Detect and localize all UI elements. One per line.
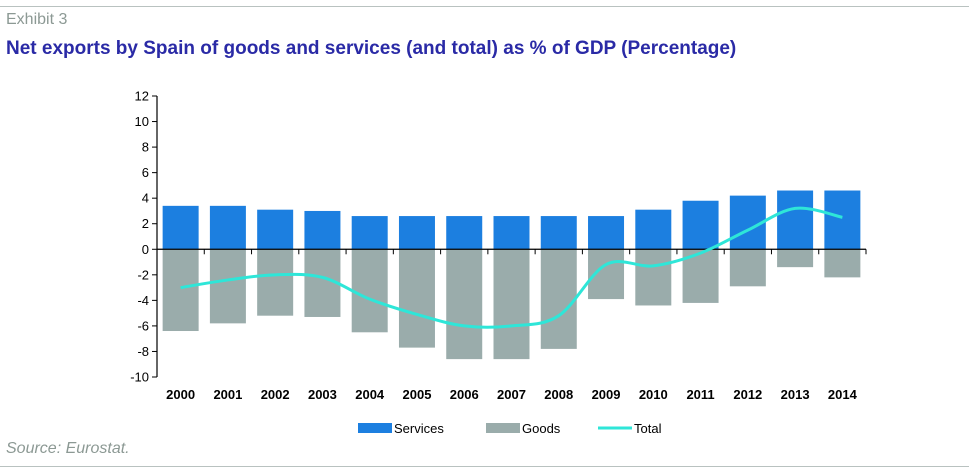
goods-bar	[351, 249, 388, 333]
source-note: Source: Eurostat.	[6, 440, 130, 457]
goods-bar	[540, 249, 577, 349]
legend-goods-swatch	[486, 423, 520, 433]
goods-bar	[162, 249, 199, 332]
y-tick-label: 8	[142, 140, 149, 155]
x-tick-label: 2000	[166, 387, 195, 402]
goods-bar	[824, 249, 861, 278]
y-tick-label: -4	[137, 293, 149, 308]
services-bar	[446, 216, 483, 250]
x-tick-label: 2005	[403, 387, 432, 402]
y-tick-label: 12	[135, 89, 149, 104]
goods-bar	[209, 249, 246, 324]
x-tick-label: 2009	[592, 387, 621, 402]
goods-bar	[398, 249, 435, 348]
x-tick-label: 2010	[639, 387, 668, 402]
services-bar	[398, 216, 435, 250]
services-bar	[162, 205, 199, 250]
goods-bar	[777, 249, 814, 268]
services-bar	[588, 216, 625, 250]
legend: Services Goods Total	[358, 421, 662, 436]
legend-services-swatch	[358, 423, 392, 433]
goods-series	[162, 249, 861, 360]
x-tick-label: 2004	[355, 387, 385, 402]
goods-bar	[257, 249, 294, 316]
services-bar	[257, 209, 294, 250]
services-bar	[493, 216, 530, 250]
services-bar	[777, 190, 814, 250]
y-tick-label: 10	[135, 114, 149, 129]
y-tick-label: 2	[142, 216, 149, 231]
goods-bar	[729, 249, 766, 287]
services-bar	[351, 216, 388, 250]
x-tick-label: 2011	[686, 387, 714, 402]
x-tick-label: 2014	[828, 387, 858, 402]
services-bar	[635, 209, 672, 250]
y-tick-label: -8	[137, 344, 149, 359]
y-tick-label: 0	[142, 242, 149, 257]
x-tick-label: 2007	[497, 387, 526, 402]
bottom-rule	[0, 466, 969, 467]
legend-label: Total	[634, 421, 662, 436]
total-series-line	[180, 206, 843, 329]
x-tick-label: 2012	[733, 387, 762, 402]
goods-bar	[493, 249, 530, 360]
goods-bar	[635, 249, 672, 306]
x-tick-label: 2006	[450, 387, 479, 402]
x-tick-label: 2003	[308, 387, 337, 402]
legend-label: Services	[394, 421, 444, 436]
y-tick-label: -10	[130, 370, 149, 385]
services-bar	[682, 200, 719, 250]
x-tick-label: 2013	[781, 387, 810, 402]
services-bar	[824, 190, 861, 250]
y-axis-ticks: 12 10 8 6 4 2 0 -2 -4 -6 -8 -10	[130, 89, 157, 385]
top-rule	[0, 6, 969, 7]
x-tick-label: 2002	[261, 387, 290, 402]
x-tick-label: 2008	[544, 387, 573, 402]
y-tick-label: -6	[137, 318, 149, 333]
y-tick-label: -2	[137, 267, 149, 282]
goods-bar	[446, 249, 483, 360]
legend-label: Goods	[522, 421, 561, 436]
services-series	[162, 190, 861, 250]
services-bar	[209, 205, 246, 250]
y-tick-label: 6	[142, 165, 149, 180]
x-tick-label: 2001	[213, 387, 242, 402]
services-bar	[304, 210, 341, 250]
chart-title: Net exports by Spain of goods and servic…	[6, 38, 737, 59]
services-bar	[540, 216, 577, 250]
exhibit-label: Exhibit 3	[6, 11, 68, 28]
y-tick-label: 4	[142, 191, 149, 206]
x-axis-ticks: 2000 2001 2002 2003 2004 2005 2006 2007 2008 2009…	[156, 249, 867, 402]
